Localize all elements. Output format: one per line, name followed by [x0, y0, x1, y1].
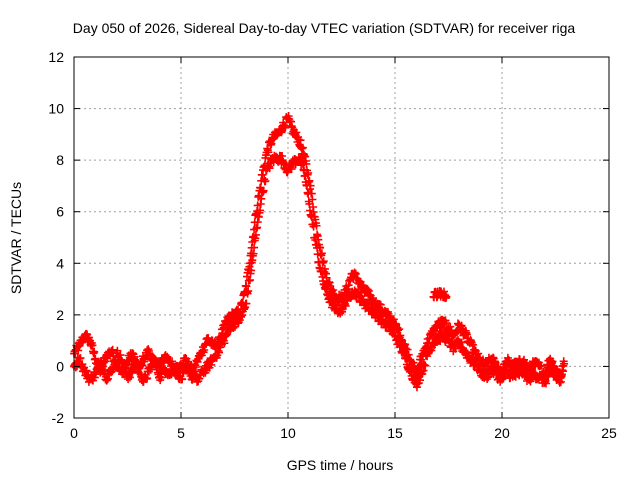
y-tick-label: 2 [56, 307, 64, 323]
series-riga-blip [429, 287, 451, 303]
x-tick-label: 10 [280, 425, 296, 441]
axis-ticks: 0 5 10 15 20 25 -2 0 2 4 6 8 10 12 [48, 49, 617, 441]
y-axis-label: SDTVAR / TECUs [8, 182, 24, 294]
y-tick-label: 4 [56, 255, 64, 271]
y-tick-label: 6 [56, 204, 64, 220]
series-trace [430, 287, 450, 303]
y-tick-label: -2 [52, 410, 65, 426]
y-tick-label: 10 [48, 101, 64, 117]
x-tick-label: 15 [387, 425, 403, 441]
plot-frame [73, 56, 610, 419]
x-tick-label: 20 [494, 425, 510, 441]
series-riga-secondary [70, 151, 565, 392]
data-points [70, 112, 569, 392]
y-tick-label: 12 [48, 49, 64, 65]
x-tick-label: 25 [601, 425, 617, 441]
y-tick-label: 8 [56, 152, 64, 168]
series-trace [70, 151, 565, 392]
y-tick-label: 0 [56, 358, 64, 374]
x-tick-label: 5 [177, 425, 185, 441]
x-axis-label: GPS time / hours [287, 457, 394, 473]
chart-title: Day 050 of 2026, Sidereal Day-to-day VTE… [73, 20, 576, 36]
series-trace [70, 112, 568, 384]
x-tick-label: 0 [70, 425, 78, 441]
